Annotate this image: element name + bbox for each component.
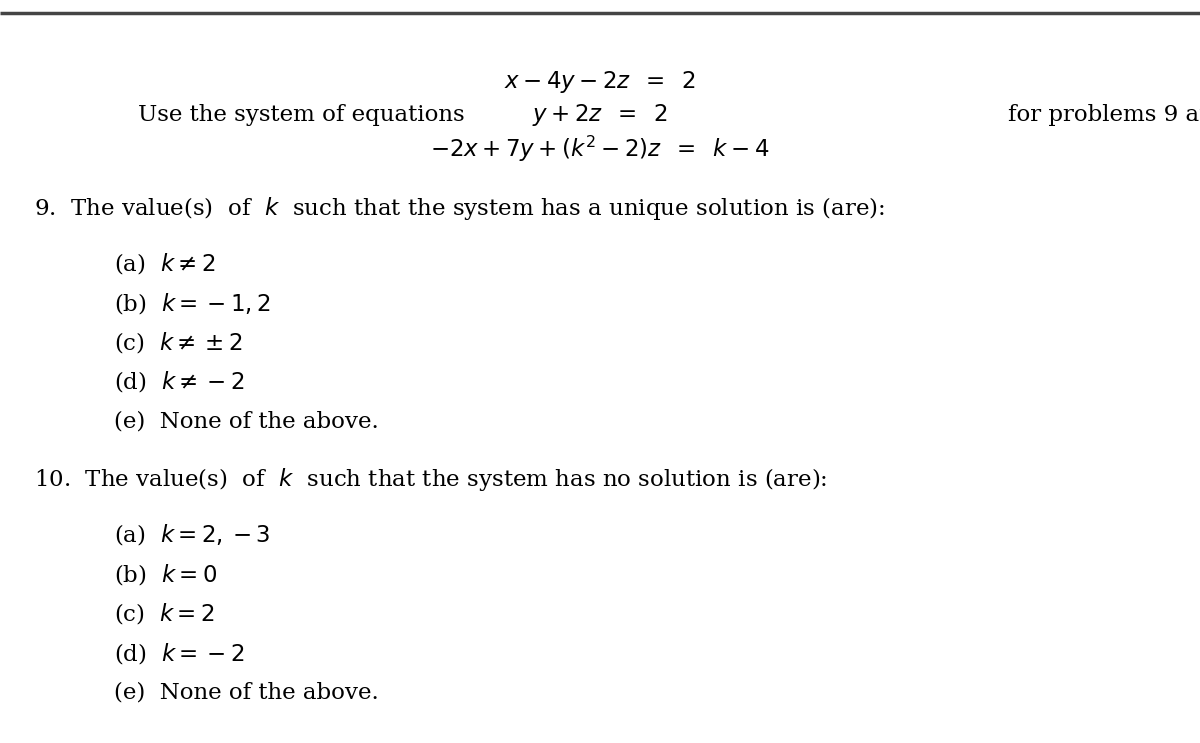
Text: (e)  None of the above.: (e) None of the above. bbox=[114, 410, 379, 432]
Text: 10.  The value(s)  of  $k$  such that the system has no solution is (are):: 10. The value(s) of $k$ such that the sy… bbox=[34, 466, 827, 493]
Text: $-2x + 7y + (k^2 - 2)z \;\; = \;\; k - 4$: $-2x + 7y + (k^2 - 2)z \;\; = \;\; k - 4… bbox=[431, 134, 769, 163]
Text: (d)  $k = -2$: (d) $k = -2$ bbox=[114, 640, 245, 666]
Text: (a)  $k = 2, -3$: (a) $k = 2, -3$ bbox=[114, 522, 270, 548]
Text: (d)  $k \neq -2$: (d) $k \neq -2$ bbox=[114, 369, 245, 395]
Text: (b)  $k = 0$: (b) $k = 0$ bbox=[114, 562, 217, 587]
Text: (a)  $k \neq 2$: (a) $k \neq 2$ bbox=[114, 251, 216, 276]
Text: (c)  $k = 2$: (c) $k = 2$ bbox=[114, 601, 215, 626]
Text: (e)  None of the above.: (e) None of the above. bbox=[114, 681, 379, 704]
Text: Use the system of equations: Use the system of equations bbox=[138, 104, 464, 126]
Text: for problems 9 and 10.: for problems 9 and 10. bbox=[1008, 104, 1200, 126]
Text: (b)  $k = -1, 2$: (b) $k = -1, 2$ bbox=[114, 291, 271, 316]
Text: $y + 2z \;\; = \;\; 2$: $y + 2z \;\; = \;\; 2$ bbox=[532, 103, 668, 128]
Text: $x - 4y - 2z \;\; = \;\; 2$: $x - 4y - 2z \;\; = \;\; 2$ bbox=[504, 69, 696, 94]
Text: 9.  The value(s)  of  $k$  such that the system has a unique solution is (are):: 9. The value(s) of $k$ such that the sys… bbox=[34, 195, 884, 221]
Text: (c)  $k \neq \pm 2$: (c) $k \neq \pm 2$ bbox=[114, 330, 242, 355]
